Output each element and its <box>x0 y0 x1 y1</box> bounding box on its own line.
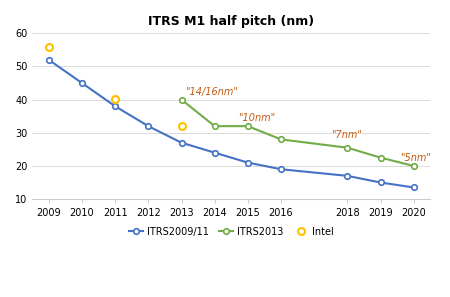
ITRS2009/11 <box>278 168 284 171</box>
Text: "10nm": "10nm" <box>238 113 275 123</box>
Intel <box>46 45 51 48</box>
Intel <box>179 124 184 128</box>
Text: "14/16nm": "14/16nm" <box>185 87 238 97</box>
ITRS2013 <box>345 146 350 149</box>
ITRS2009/11 <box>112 105 118 108</box>
ITRS2013 <box>278 138 284 141</box>
ITRS2009/11 <box>378 181 383 184</box>
ITRS2009/11 <box>345 174 350 178</box>
ITRS2013 <box>378 156 383 159</box>
ITRS2013 <box>179 98 184 101</box>
ITRS2009/11 <box>146 124 151 128</box>
ITRS2009/11 <box>46 58 51 62</box>
Line: ITRS2013: ITRS2013 <box>179 97 416 169</box>
Intel <box>112 97 118 101</box>
ITRS2009/11 <box>411 186 416 189</box>
ITRS2009/11 <box>212 151 217 154</box>
ITRS2013 <box>245 124 251 128</box>
Line: Intel: Intel <box>45 43 185 129</box>
Legend: ITRS2009/11, ITRS2013, Intel: ITRS2009/11, ITRS2013, Intel <box>125 223 338 241</box>
Text: "7nm": "7nm" <box>331 130 362 140</box>
ITRS2009/11 <box>79 81 85 85</box>
ITRS2013 <box>212 124 217 128</box>
ITRS2009/11 <box>245 161 251 164</box>
Title: ITRS M1 half pitch (nm): ITRS M1 half pitch (nm) <box>148 15 314 28</box>
Line: ITRS2009/11: ITRS2009/11 <box>46 57 416 190</box>
Text: "5nm": "5nm" <box>400 153 431 163</box>
ITRS2013 <box>411 164 416 168</box>
ITRS2009/11 <box>179 141 184 145</box>
